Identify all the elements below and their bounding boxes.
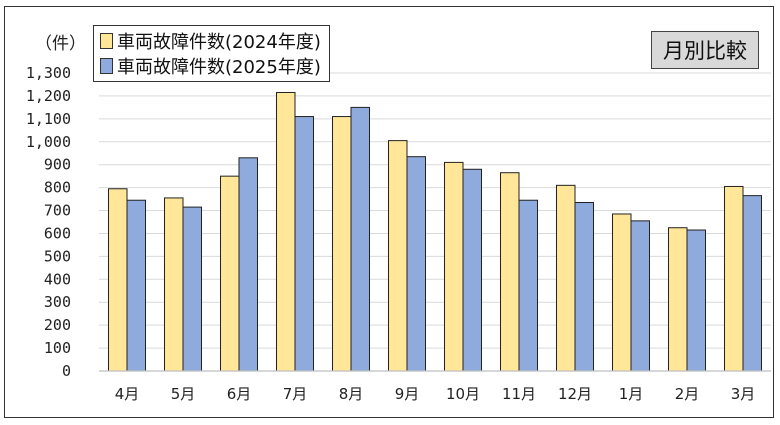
x-tick-label: 2月: [675, 385, 700, 403]
bar-2024: [108, 188, 128, 372]
bars: [108, 91, 762, 372]
bar-2025: [742, 195, 762, 372]
x-tick-label: 10月: [446, 385, 480, 403]
bar-2025: [294, 116, 314, 372]
legend-label-2025: 車両故障件数(2025年度): [117, 56, 321, 78]
legend-item-2024: 車両故障件数(2024年度): [100, 28, 321, 53]
bar-2024: [500, 172, 520, 372]
comparison-badge: 月別比較: [651, 31, 759, 69]
x-tick-label: 1月: [619, 385, 644, 403]
y-tick-label: 900: [44, 156, 71, 174]
x-tick-label: 4月: [115, 385, 140, 403]
bar-2024: [164, 197, 184, 372]
y-tick-label: 100: [44, 339, 71, 357]
bar-2024: [220, 175, 240, 372]
bar-2025: [126, 199, 146, 372]
y-tick-label: 1,200: [26, 87, 71, 105]
bar-2025: [518, 199, 538, 372]
y-tick-label: 500: [44, 247, 71, 265]
y-tick-label: 300: [44, 293, 71, 311]
y-tick-label: 1,100: [26, 110, 71, 128]
y-tick-label: 400: [44, 270, 71, 288]
bar-2024: [276, 91, 296, 372]
bar-2025: [406, 156, 426, 372]
bar-2024: [444, 161, 464, 372]
x-tick-label: 11月: [502, 385, 536, 403]
bar-2024: [668, 227, 688, 372]
legend-swatch-2025: [100, 57, 113, 74]
legend-item-2025: 車両故障件数(2025年度): [100, 53, 321, 78]
x-tick-label: 5月: [171, 385, 196, 403]
y-tick-label: 700: [44, 202, 71, 220]
x-tick-label: 3月: [731, 385, 756, 403]
tick-labels: 0 100 200 300 400 500 600 700 800 900 1,000 1,100 1,…: [26, 64, 755, 403]
legend-swatch-2024: [100, 32, 113, 49]
bar-2025: [182, 206, 202, 372]
x-tick-label: 8月: [339, 385, 364, 403]
x-tick-label: 7月: [283, 385, 308, 403]
bar-chart: 0 100 200 300 400 500 600 700 800 900 1,000 1,100 1,…: [26, 64, 771, 403]
x-tick-label: 12月: [558, 385, 592, 403]
legend-label-2024: 車両故障件数(2024年度): [117, 31, 321, 53]
bar-2025: [238, 157, 258, 372]
legend: 車両故障件数(2024年度) 車両故障件数(2025年度): [93, 25, 330, 82]
bar-2025: [350, 106, 370, 372]
bar-2025: [462, 168, 482, 372]
y-tick-label: 600: [44, 224, 71, 242]
bar-2025: [574, 202, 594, 372]
y-tick-label: 0: [62, 362, 71, 380]
bar-2024: [556, 184, 576, 372]
bar-2024: [724, 185, 744, 372]
y-tick-label: 1,000: [26, 133, 71, 151]
y-tick-label: 800: [44, 179, 71, 197]
bar-2024: [332, 116, 352, 372]
x-tick-label: 6月: [227, 385, 252, 403]
chart-frame: 0 100 200 300 400 500 600 700 800 900 1,000 1,100 1,…: [4, 6, 774, 418]
gridlines: [99, 72, 771, 349]
x-tick-label: 9月: [395, 385, 420, 403]
bar-2024: [388, 140, 408, 372]
y-tick-label: 1,300: [26, 64, 71, 82]
bar-2025: [686, 229, 706, 372]
bar-2025: [630, 220, 650, 372]
bar-2024: [612, 213, 632, 372]
y-axis-unit-label: （件）: [35, 34, 86, 54]
y-tick-label: 200: [44, 316, 71, 334]
